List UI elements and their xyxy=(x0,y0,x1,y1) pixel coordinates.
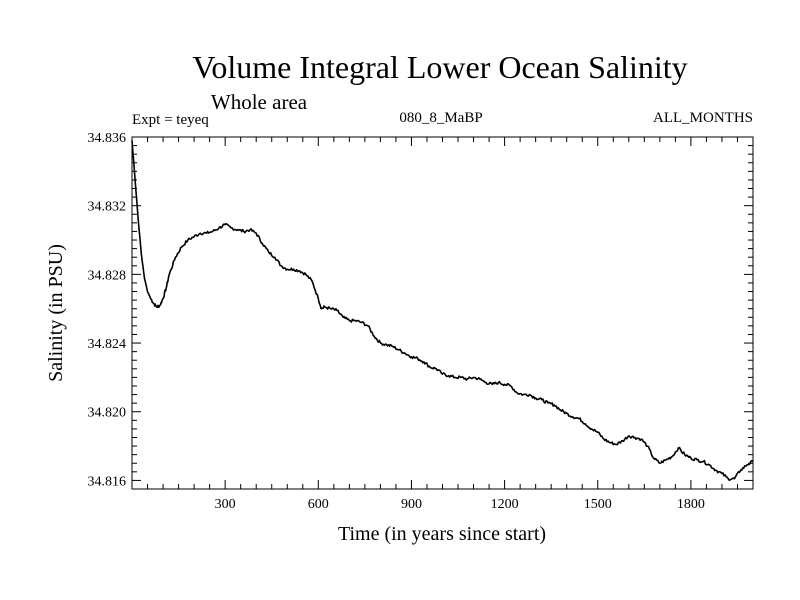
x-tick-label: 600 xyxy=(308,497,329,512)
x-axis-label: Time (in years since start) xyxy=(338,523,546,545)
y-tick-label: 34.820 xyxy=(88,406,127,421)
plot-frame xyxy=(131,136,754,490)
y-tick-label: 34.836 xyxy=(88,131,127,146)
y-tick-label: 34.816 xyxy=(88,474,127,489)
run-id-label: 080_8_MaBP xyxy=(399,110,482,126)
x-tick-label: 1500 xyxy=(584,497,612,512)
chart-title: Volume Integral Lower Ocean Salinity xyxy=(192,49,687,85)
x-tick-label: 1800 xyxy=(677,497,705,512)
x-tick-label: 1200 xyxy=(491,497,519,512)
x-tick-label: 900 xyxy=(401,497,422,512)
axis-ticks xyxy=(132,136,753,490)
expt-label: Expt = teyeq xyxy=(132,112,209,128)
salinity-series-line xyxy=(131,140,754,481)
x-tick-label: 300 xyxy=(215,497,236,512)
y-tick-label: 34.832 xyxy=(88,200,127,215)
y-axis-label: Salinity (in PSU) xyxy=(45,244,67,382)
y-tick-label: 34.824 xyxy=(88,337,127,352)
months-label: ALL_MONTHS xyxy=(653,110,753,126)
chart-subtitle: Whole area xyxy=(211,90,308,114)
axis-tick-labels: 300 600 900 1200 1500 1800 34.816 34.820 34.824 3… xyxy=(88,131,705,512)
y-tick-label: 34.828 xyxy=(88,268,127,283)
